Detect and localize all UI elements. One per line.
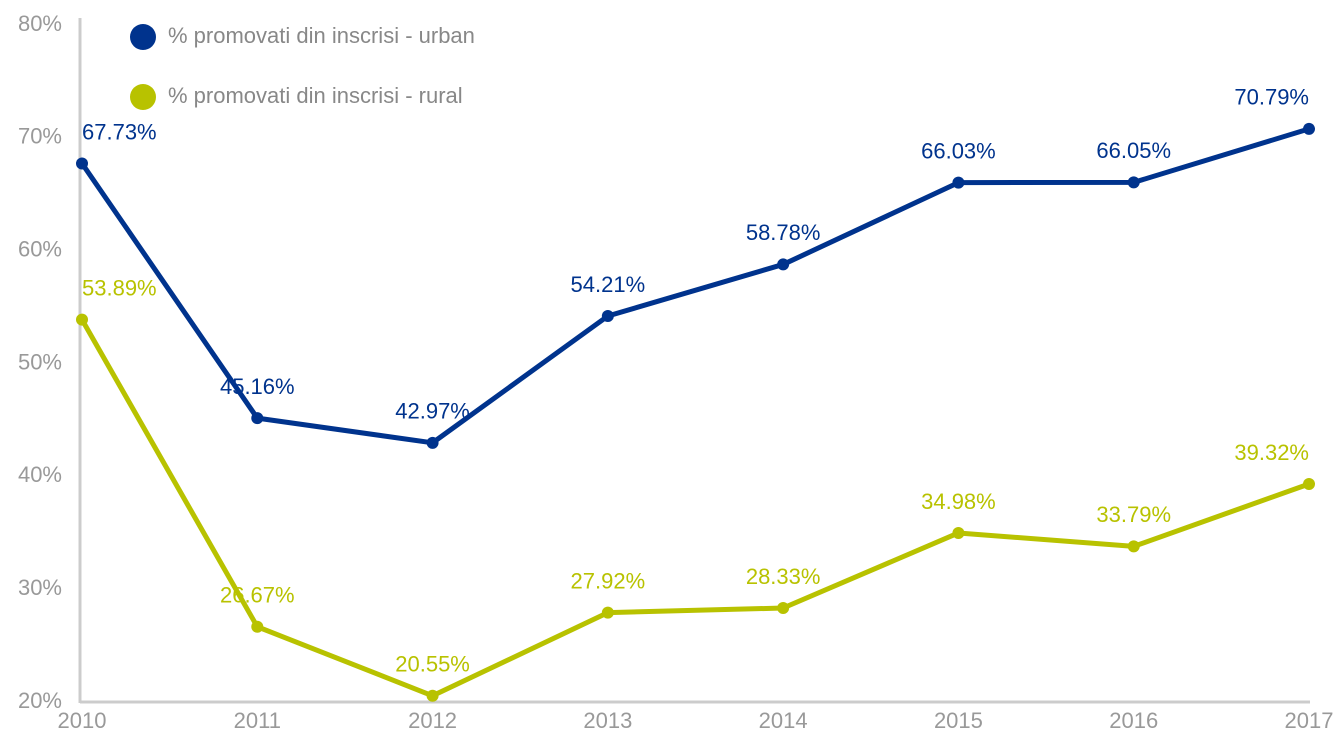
data-label: 26.67% [220,583,295,608]
y-tick-label: 80% [18,11,62,36]
legend-marker [130,84,156,110]
x-tick-label: 2013 [583,708,632,733]
data-label: 20.55% [395,652,470,677]
data-label: 28.33% [746,564,821,589]
data-label: 66.03% [921,138,996,163]
point [76,313,88,326]
data-label: 58.78% [746,220,821,245]
x-tick-label: 2012 [408,708,457,733]
x-tick-label: 2016 [1109,708,1158,733]
series-line [79,318,1310,699]
data-label: 67.73% [82,119,157,144]
y-tick-label: 20% [18,688,62,713]
data-label: 45.16% [220,374,295,399]
point [777,602,790,615]
point [1303,122,1315,135]
series-line [79,126,1310,446]
data-label: 39.32% [1234,440,1309,465]
y-tick-label: 40% [18,462,62,487]
legend-label: % promovati din inscrisi - rural [168,83,463,108]
y-tick-label: 60% [18,236,62,261]
point [1127,176,1140,189]
y-tick-label: 50% [18,349,62,374]
x-tick-label: 2017 [1285,708,1334,733]
point [251,620,264,633]
point [1303,478,1315,491]
point [952,526,965,539]
legend-label: % promovati din inscrisi - urban [168,23,475,48]
point [1127,540,1140,553]
point [952,176,965,189]
data-label: 54.21% [571,272,646,297]
y-tick-label: 30% [18,575,62,600]
data-label: 33.79% [1096,502,1171,527]
data-label: 70.79% [1234,85,1309,110]
x-tick-label: 2015 [934,708,983,733]
point [251,412,264,425]
point [76,157,88,170]
data-label: 53.89% [82,275,157,300]
data-label: 42.97% [395,399,470,424]
y-tick-label: 70% [18,124,62,149]
point [426,689,439,702]
point [777,258,790,271]
data-label: 34.98% [921,489,996,514]
x-tick-label: 2010 [58,708,107,733]
x-tick-label: 2014 [759,708,808,733]
data-label: 66.05% [1096,138,1171,163]
legend-marker [130,24,156,50]
data-label: 27.92% [571,568,646,593]
point [426,436,439,449]
x-tick-label: 2011 [234,708,281,733]
point [601,309,614,322]
point [601,606,614,619]
